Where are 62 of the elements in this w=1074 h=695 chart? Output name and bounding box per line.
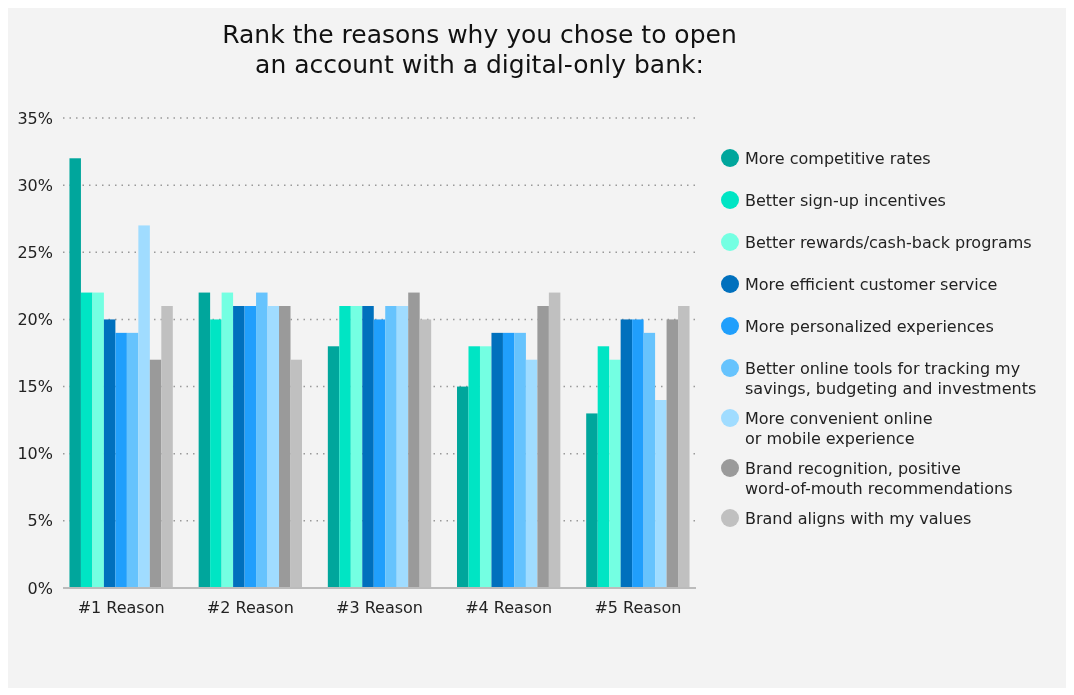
bar (502, 332, 515, 588)
bar (126, 332, 139, 588)
chart-title: Rank the reasons why you chose to open an account with a digital-only bank: (222, 20, 737, 79)
x-tick-label: #4 Reason (465, 598, 553, 617)
y-tick-label: 10% (17, 444, 53, 464)
x-tick-label: #3 Reason (336, 598, 423, 617)
bar (479, 346, 492, 588)
legend-label: Brand recognition, positive word-of-mouth recommendations (745, 458, 1013, 499)
bar (149, 359, 162, 588)
legend-label: More competitive rates (745, 148, 931, 168)
bar (468, 346, 480, 588)
legend-label: More convenient online or mobile experience (745, 408, 933, 449)
legend-label: Better online tools for tracking my savings, budgeting and investments (745, 358, 1037, 399)
bar (525, 359, 538, 588)
bar (620, 319, 633, 588)
bar (327, 346, 340, 588)
y-tick-label: 0% (27, 578, 53, 598)
y-tick-label: 35% (17, 108, 53, 128)
bar (103, 319, 116, 588)
bar (396, 306, 409, 588)
bar (586, 413, 598, 588)
bar (491, 332, 503, 588)
bar (362, 306, 374, 588)
legend-label: Better rewards/cash-back programs (745, 232, 1032, 252)
bar (350, 306, 363, 588)
legend-label: Brand aligns with my values (745, 508, 972, 528)
bar (92, 292, 104, 588)
bar (537, 306, 549, 588)
bar (373, 319, 386, 588)
y-tick-label: 20% (17, 310, 53, 330)
bar (267, 306, 280, 588)
bar (597, 346, 610, 588)
bar (666, 319, 679, 588)
bar (514, 332, 526, 588)
legend-label: More personalized experiences (745, 316, 994, 336)
bar (221, 292, 234, 588)
bar (339, 306, 351, 588)
bar (198, 292, 211, 588)
bar (244, 306, 257, 588)
y-tick-label: 25% (17, 242, 53, 262)
bar (632, 319, 644, 588)
bar (80, 292, 93, 588)
y-tick-label: 30% (17, 175, 53, 195)
bar (210, 319, 222, 588)
bar (115, 332, 127, 588)
bar (655, 400, 667, 588)
y-tick-label: 5% (27, 511, 53, 531)
y-tick-label: 15% (17, 377, 53, 397)
bar (609, 359, 621, 588)
bar (385, 306, 397, 588)
bar (233, 306, 245, 588)
legend-label: Better sign-up incentives (745, 190, 946, 210)
x-tick-label: #1 Reason (77, 598, 165, 617)
legend-label: More efficient customer service (745, 274, 998, 294)
x-tick-label: #5 Reason (594, 598, 682, 617)
x-tick-label: #2 Reason (206, 598, 294, 617)
bar (256, 292, 268, 588)
bar (69, 158, 81, 588)
bar (408, 292, 420, 588)
bar (643, 332, 656, 588)
bar (457, 386, 469, 588)
bar (138, 225, 150, 588)
